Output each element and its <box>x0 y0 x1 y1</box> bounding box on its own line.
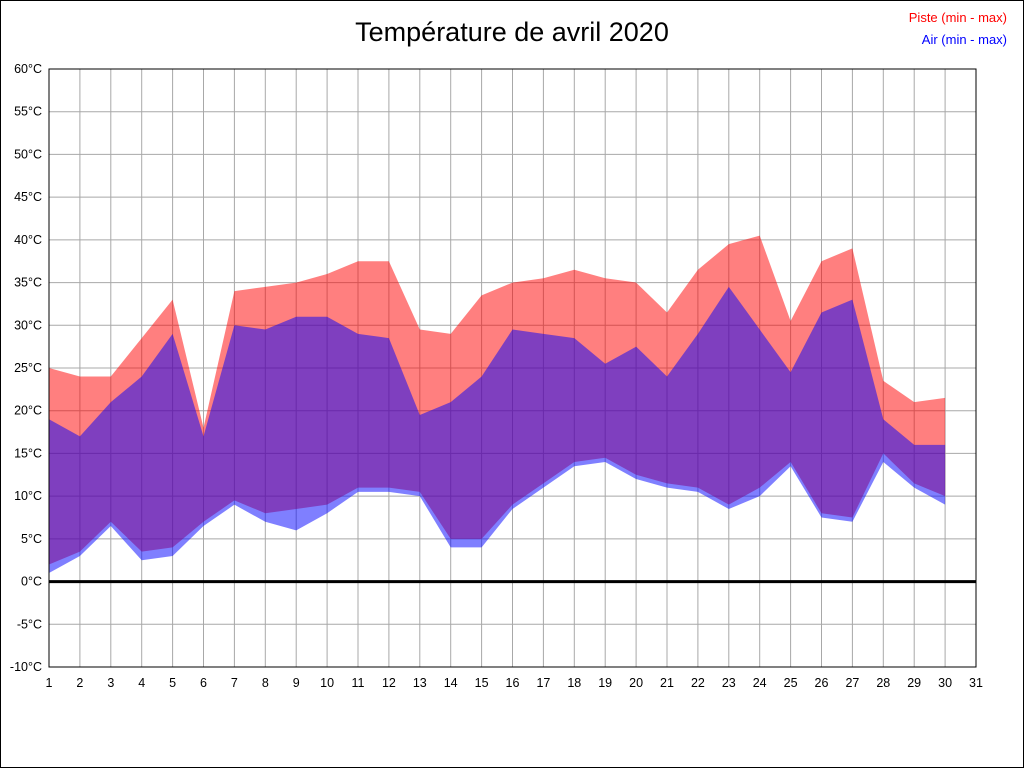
x-tick-label: 17 <box>536 676 550 690</box>
x-tick-label: 19 <box>598 676 612 690</box>
x-tick-label: 22 <box>691 676 705 690</box>
y-tick-label: 45°C <box>14 190 42 204</box>
x-tick-label: 7 <box>231 676 238 690</box>
x-tick-label: 5 <box>169 676 176 690</box>
y-tick-label: -10°C <box>10 660 42 674</box>
x-tick-label: 31 <box>969 676 983 690</box>
x-tick-label: 13 <box>413 676 427 690</box>
x-tick-label: 2 <box>76 676 83 690</box>
x-tick-label: 16 <box>506 676 520 690</box>
x-tick-label: 6 <box>200 676 207 690</box>
y-tick-label: 20°C <box>14 404 42 418</box>
x-tick-label: 3 <box>107 676 114 690</box>
x-axis-labels: 1 2 3 4 5 6 7 8 9 10 11 12 13 14 15 16 17 18 19 20 21 22 23 24 2… <box>46 676 983 690</box>
x-tick-label: 1 <box>46 676 53 690</box>
y-tick-label: 50°C <box>14 147 42 161</box>
x-tick-label: 30 <box>938 676 952 690</box>
x-tick-label: 15 <box>475 676 489 690</box>
x-tick-label: 24 <box>753 676 767 690</box>
y-tick-label: 35°C <box>14 276 42 290</box>
y-axis-labels: -10°C -5°C 0°C 5°C 10°C 15°C 20°C 25°C 30°C 35°C 4… <box>10 62 42 674</box>
x-tick-label: 28 <box>876 676 890 690</box>
y-tick-label: -5°C <box>17 617 42 631</box>
x-tick-label: 9 <box>293 676 300 690</box>
plot-border <box>48 68 977 668</box>
chart-title: Température de avril 2020 <box>355 17 669 47</box>
x-tick-label: 10 <box>320 676 334 690</box>
y-tick-label: 55°C <box>14 105 42 119</box>
x-tick-label: 25 <box>784 676 798 690</box>
x-tick-label: 4 <box>138 676 145 690</box>
y-tick-label: 40°C <box>14 233 42 247</box>
x-tick-label: 23 <box>722 676 736 690</box>
y-tick-label: 60°C <box>14 62 42 76</box>
y-tick-label: 15°C <box>14 446 42 460</box>
x-tick-label: 14 <box>444 676 458 690</box>
y-tick-label: 25°C <box>14 361 42 375</box>
x-tick-label: 18 <box>567 676 581 690</box>
y-tick-label: 0°C <box>21 575 42 589</box>
y-tick-label: 10°C <box>14 489 42 503</box>
x-tick-label: 29 <box>907 676 921 690</box>
legend: Piste (min - max) Air (min - max) <box>909 7 1007 51</box>
x-tick-label: 20 <box>629 676 643 690</box>
x-tick-label: 12 <box>382 676 396 690</box>
y-tick-label: 5°C <box>21 532 42 546</box>
legend-item-air: Air (min - max) <box>921 32 1007 47</box>
x-tick-label: 8 <box>262 676 269 690</box>
legend-item-piste: Piste (min - max) <box>908 10 1007 25</box>
x-tick-label: 26 <box>815 676 829 690</box>
y-tick-label: 30°C <box>14 318 42 332</box>
x-tick-label: 21 <box>660 676 674 690</box>
air-band <box>49 286 946 574</box>
x-tick-label: 27 <box>845 676 859 690</box>
x-tick-label: 11 <box>352 676 365 690</box>
